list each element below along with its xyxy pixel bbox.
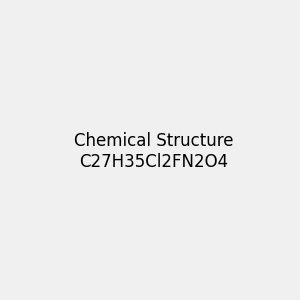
- Text: Chemical Structure
C27H35Cl2FN2O4: Chemical Structure C27H35Cl2FN2O4: [74, 132, 233, 171]
